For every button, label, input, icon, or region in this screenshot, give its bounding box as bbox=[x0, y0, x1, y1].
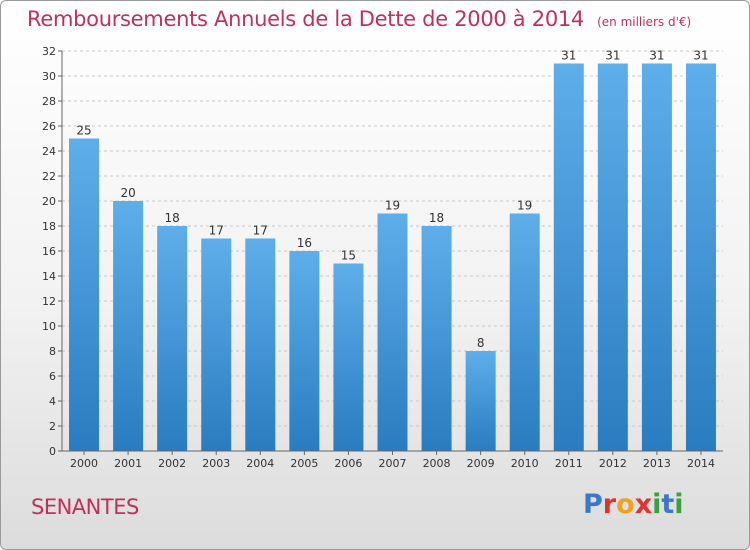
y-tick-label: 22 bbox=[42, 170, 56, 183]
logo-letter: i bbox=[652, 489, 662, 520]
bar-2004 bbox=[245, 238, 276, 451]
logo-letter: i bbox=[674, 489, 684, 520]
title-row: Remboursements Annuels de la Dette de 20… bbox=[27, 7, 691, 31]
data-label-2000: 25 bbox=[76, 124, 91, 138]
bar-2005 bbox=[289, 251, 320, 451]
x-tick-label-2005: 2005 bbox=[290, 457, 318, 470]
x-tick-label-2001: 2001 bbox=[114, 457, 142, 470]
logo-letter: t bbox=[661, 489, 675, 520]
x-tick-label-2003: 2003 bbox=[202, 457, 230, 470]
y-tick-label: 12 bbox=[42, 295, 56, 308]
y-tick-label: 28 bbox=[42, 95, 56, 108]
data-label-2014: 31 bbox=[693, 49, 708, 63]
x-tick-label-2006: 2006 bbox=[334, 457, 362, 470]
logo-letter: r bbox=[602, 489, 617, 520]
bar-2006 bbox=[333, 263, 364, 451]
y-tick-label: 8 bbox=[49, 345, 56, 358]
chart-title: Remboursements Annuels de la Dette de 20… bbox=[27, 7, 584, 31]
data-label-2003: 17 bbox=[209, 224, 224, 238]
logo-letter: o bbox=[616, 489, 635, 520]
x-tick-label-2010: 2010 bbox=[511, 457, 539, 470]
y-tick-label: 10 bbox=[42, 320, 56, 333]
x-tick-label-2011: 2011 bbox=[555, 457, 583, 470]
y-tick-label: 2 bbox=[49, 420, 56, 433]
x-axis-ticks: 2000 2001 2002 2003 2004 2005 2006 2007 2008 2009… bbox=[70, 451, 715, 470]
y-tick-label: 6 bbox=[49, 370, 56, 383]
data-labels: 25 20 18 17 17 16 15 19 18 8 19 31 31 31 31 bbox=[76, 49, 708, 351]
bar-2012 bbox=[597, 63, 628, 451]
x-tick-label-2012: 2012 bbox=[599, 457, 627, 470]
y-tick-label: 16 bbox=[42, 245, 56, 258]
y-tick-label: 26 bbox=[42, 120, 56, 133]
chart-unit: (en milliers d'€) bbox=[597, 15, 692, 29]
data-label-2013: 31 bbox=[649, 49, 664, 63]
x-tick-label-2000: 2000 bbox=[70, 457, 98, 470]
bar-2000 bbox=[69, 138, 100, 451]
bar-2009 bbox=[465, 351, 496, 451]
y-tick-label: 20 bbox=[42, 195, 56, 208]
bar-2003 bbox=[201, 238, 232, 451]
bar-2011 bbox=[553, 63, 584, 451]
data-label-2002: 18 bbox=[165, 211, 180, 225]
bar-2010 bbox=[509, 213, 540, 451]
y-tick-label: 24 bbox=[42, 145, 56, 158]
y-tick-label: 32 bbox=[42, 45, 56, 58]
commune-name: SENANTES bbox=[31, 495, 139, 519]
data-label-2007: 19 bbox=[385, 199, 400, 213]
bar-2001 bbox=[113, 201, 144, 451]
bar-2014 bbox=[685, 63, 716, 451]
data-label-2004: 17 bbox=[253, 224, 268, 238]
y-tick-label: 14 bbox=[42, 270, 56, 283]
bar-2013 bbox=[641, 63, 672, 451]
logo-letter: P bbox=[583, 489, 603, 520]
bar-2002 bbox=[157, 226, 188, 451]
x-tick-label-2002: 2002 bbox=[158, 457, 186, 470]
x-tick-label-2008: 2008 bbox=[423, 457, 451, 470]
logo-letter: x bbox=[634, 489, 653, 520]
bars bbox=[69, 63, 716, 451]
data-label-2012: 31 bbox=[605, 49, 620, 63]
data-label-2005: 16 bbox=[297, 236, 312, 250]
y-tick-label: 18 bbox=[42, 220, 56, 233]
bar-2007 bbox=[377, 213, 408, 451]
bar-2008 bbox=[421, 226, 452, 451]
x-tick-label-2014: 2014 bbox=[687, 457, 715, 470]
data-label-2011: 31 bbox=[561, 49, 576, 63]
data-label-2009: 8 bbox=[477, 336, 485, 350]
data-label-2008: 18 bbox=[429, 211, 444, 225]
data-label-2001: 20 bbox=[120, 186, 135, 200]
data-label-2010: 19 bbox=[517, 199, 532, 213]
data-label-2006: 15 bbox=[341, 249, 356, 263]
x-tick-label-2004: 2004 bbox=[246, 457, 274, 470]
y-tick-label: 4 bbox=[49, 395, 56, 408]
x-tick-label-2009: 2009 bbox=[467, 457, 495, 470]
x-tick-label-2007: 2007 bbox=[379, 457, 407, 470]
x-tick-label-2013: 2013 bbox=[643, 457, 671, 470]
y-tick-label: 0 bbox=[49, 445, 56, 458]
proxiti-logo[interactable]: Proxiti bbox=[583, 489, 684, 520]
y-tick-label: 30 bbox=[42, 70, 56, 83]
